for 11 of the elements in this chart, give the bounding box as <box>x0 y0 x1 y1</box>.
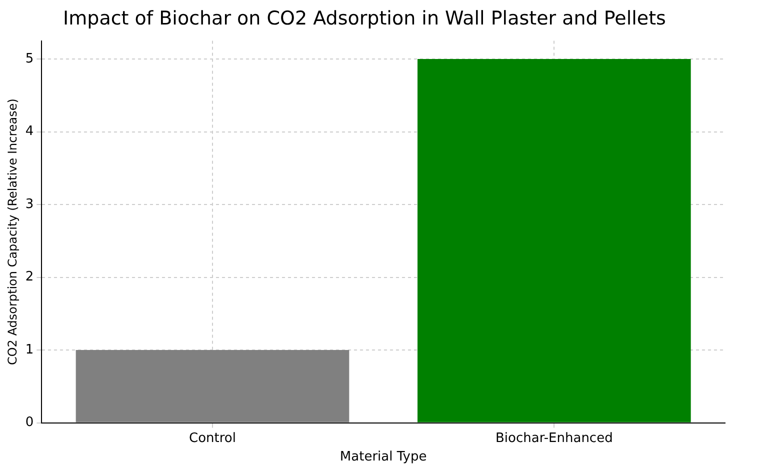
y-tick-label: 5 <box>25 51 34 66</box>
y-tick-label: 2 <box>25 270 34 285</box>
y-axis-title: CO2 Adsorption Capacity (Relative Increase) <box>5 98 20 366</box>
y-tick-label: 0 <box>25 415 34 430</box>
y-tick-label: 4 <box>25 124 34 140</box>
y-tick-label: 3 <box>25 196 34 212</box>
y-tick-label: 1 <box>25 342 34 358</box>
x-tick-label: Biochar-Enhanced <box>495 430 613 446</box>
x-tick-label: Control <box>189 430 236 446</box>
chart-title: Impact of Biochar on CO2 Adsorption in Wall Plaster and Pellets <box>63 7 666 30</box>
x-axis-title: Material Type <box>340 450 427 465</box>
